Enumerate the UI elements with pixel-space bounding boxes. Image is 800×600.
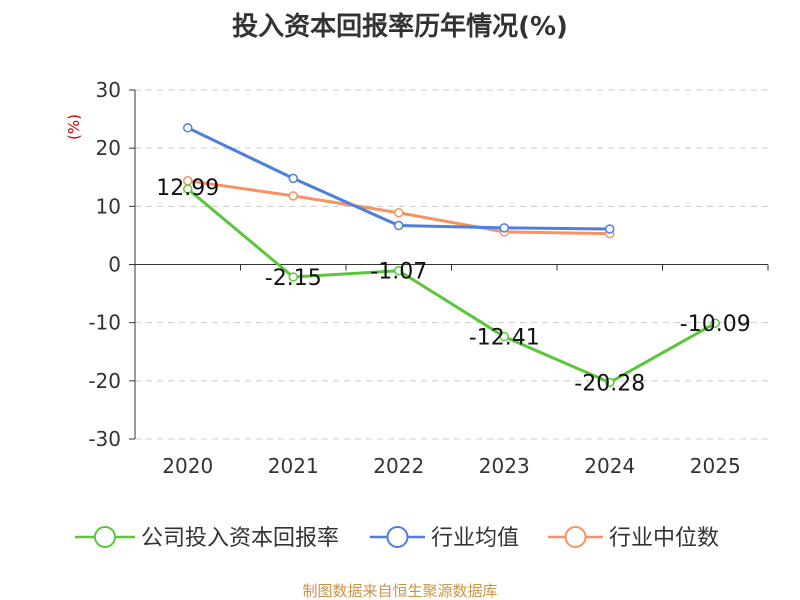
series-line-0 [186, 187, 716, 384]
x-tick-label: 2025 [690, 454, 741, 478]
y-tick-label: 10 [96, 194, 121, 218]
legend-marker [386, 526, 409, 548]
data-series [183, 123, 720, 388]
x-tick-label: 2022 [373, 454, 424, 478]
data-point [394, 207, 404, 218]
y-tick-label: -10 [88, 311, 121, 335]
legend-marker [94, 526, 116, 548]
x-tick-label: 2020 [162, 454, 213, 478]
x-tick-label: 2024 [584, 454, 635, 478]
legend-label: 行业均值 [431, 526, 519, 551]
axes: 30 20 10 0 -10 -20 -30 2020 2021 2022 2023 2024 2025 [88, 78, 769, 478]
data-point [499, 223, 509, 233]
legend-item-0[interactable]: 公司投入资本回报率 [75, 526, 339, 551]
data-point [183, 184, 193, 194]
data-label: -1.07 [370, 260, 427, 285]
legend[interactable]: 公司投入资本回报率 行业均值 行业中位数 [75, 526, 719, 551]
legend-label: 行业中位数 [609, 526, 719, 551]
data-point [394, 220, 404, 231]
data-source-note: 制图数据来自恒生聚源数据库 [302, 582, 497, 600]
data-point [288, 191, 298, 201]
data-point [288, 173, 298, 184]
data-point [394, 265, 404, 276]
data-point [605, 377, 615, 388]
chart-title: 投入资本回报率历年情况(%) [232, 11, 568, 42]
y-axis-unit-label: (%) [65, 114, 83, 140]
data-label: -10.09 [680, 312, 751, 337]
data-label: -12.41 [469, 326, 540, 351]
y-tick-label: 0 [108, 253, 121, 277]
x-tick-label: 2023 [479, 454, 530, 478]
y-tick-label: -20 [88, 369, 121, 393]
legend-item-1[interactable]: 行业均值 [370, 526, 519, 551]
data-labels: 12.99 -2.15 -1.07 -12.41 -20.28 -10.09 [156, 176, 750, 397]
data-point [710, 318, 720, 328]
legend-marker [564, 526, 587, 548]
data-point [183, 123, 193, 133]
y-tick-label: 30 [96, 78, 121, 102]
data-label: -2.15 [265, 266, 322, 291]
legend-item-2[interactable]: 行业中位数 [548, 526, 719, 551]
legend-label: 公司投入资本回报率 [141, 526, 339, 551]
data-point [288, 272, 298, 282]
data-label: 12.99 [156, 176, 219, 201]
data-point [499, 331, 509, 342]
y-tick-label: 20 [96, 136, 121, 160]
y-tick-label: -30 [88, 427, 121, 451]
x-tick-label: 2021 [268, 454, 319, 478]
data-point [605, 224, 615, 234]
data-label: -20.28 [574, 371, 645, 396]
